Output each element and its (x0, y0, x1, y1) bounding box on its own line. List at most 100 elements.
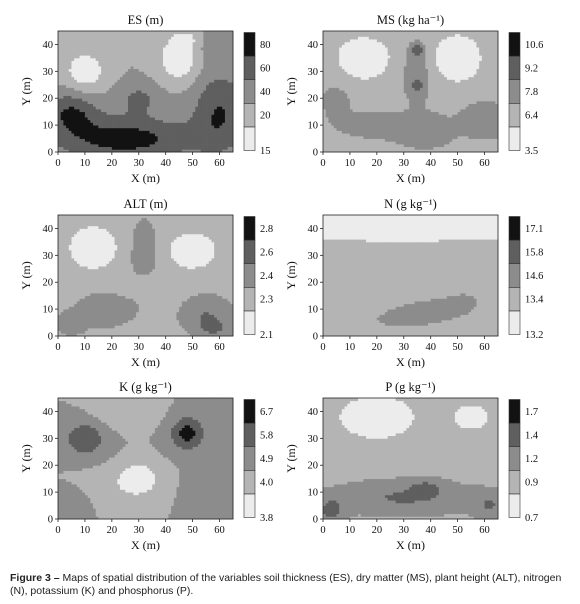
map-cell (82, 36, 86, 40)
map-cell (419, 100, 424, 104)
map-cell (444, 103, 448, 107)
map-cell (187, 41, 191, 45)
map-cell (171, 106, 175, 110)
map-cell (355, 74, 359, 78)
map-cell (417, 92, 421, 96)
map-cell (198, 65, 202, 70)
map-cell (403, 98, 407, 102)
map-cell (468, 98, 472, 102)
map-cell (341, 117, 345, 121)
map-cell (165, 76, 169, 80)
map-cell (195, 52, 199, 56)
map-cell (230, 76, 234, 80)
map-cell (349, 149, 354, 153)
map-cell (468, 68, 472, 72)
map-cell (368, 146, 372, 150)
map-cell (130, 138, 134, 142)
map-cell (184, 84, 188, 88)
map-cell (146, 98, 150, 102)
map-cell (376, 106, 380, 110)
map-cell (187, 119, 191, 123)
map-cell (195, 33, 199, 37)
map-cell (382, 108, 386, 113)
map-cell (489, 111, 494, 115)
map-cell (463, 71, 467, 75)
map-cell (58, 108, 62, 113)
map-cell (122, 100, 126, 104)
map-cell (136, 143, 140, 148)
map-cell (390, 138, 394, 142)
map-cell (214, 92, 218, 96)
map-cell (168, 127, 172, 131)
map-cell (425, 141, 429, 145)
map-cell (195, 135, 199, 139)
map-cell (446, 108, 450, 113)
map-cell (452, 122, 456, 126)
map-cell (111, 117, 115, 121)
map-cell (454, 141, 459, 145)
map-cell (146, 138, 150, 142)
map-cell (179, 146, 183, 150)
map-cell (128, 138, 132, 142)
map-cell (328, 119, 332, 123)
map-cell (444, 133, 448, 137)
map-cell (390, 133, 394, 137)
map-cell (436, 135, 440, 139)
map-cell (82, 103, 86, 107)
map-cell (138, 49, 142, 53)
map-cell (109, 39, 113, 43)
map-cell (111, 143, 115, 148)
map-cell (187, 117, 191, 121)
map-cell (198, 133, 202, 137)
x-axis-label: X (m) (131, 171, 160, 185)
map-cell (136, 68, 140, 72)
map-cell (360, 65, 364, 70)
map-cell (74, 130, 78, 134)
map-cell (341, 84, 345, 88)
map-cell (168, 146, 172, 150)
map-cell (349, 84, 354, 88)
map-cell (371, 92, 375, 96)
map-cell (419, 98, 424, 102)
map-cell (325, 95, 329, 99)
map-cell (109, 52, 113, 56)
map-cell (66, 71, 70, 75)
map-cell (366, 143, 370, 148)
map-cell (436, 76, 440, 80)
map-cell (393, 98, 397, 102)
map-cell (130, 47, 134, 51)
map-cell (479, 79, 483, 83)
map-cell (125, 146, 129, 150)
map-cell (395, 117, 399, 121)
map-cell (163, 60, 167, 64)
map-cell (222, 127, 226, 131)
map-cell (82, 49, 86, 53)
map-cell (457, 146, 461, 150)
map-cell (128, 119, 132, 123)
map-cell (111, 55, 115, 59)
map-cell (492, 79, 496, 83)
map-cell (84, 87, 89, 91)
map-cell (68, 63, 72, 67)
map-cell (163, 95, 167, 99)
map-cell (479, 68, 483, 72)
map-cell (160, 74, 164, 78)
map-cell (430, 98, 434, 102)
map-cell (163, 127, 167, 131)
map-cell (331, 111, 335, 115)
map-cell (454, 130, 459, 134)
map-cell (133, 133, 137, 137)
map-cell (60, 55, 64, 59)
map-cell (476, 122, 480, 126)
map-cell (384, 95, 389, 99)
map-cell (363, 149, 367, 153)
map-cell (479, 114, 483, 118)
map-cell (438, 130, 442, 134)
map-cell (114, 100, 118, 104)
map-cell (111, 39, 115, 43)
map-cell (93, 141, 97, 145)
map-cell (495, 82, 499, 86)
map-cell (176, 149, 180, 153)
map-cell (200, 127, 204, 131)
map-cell (198, 84, 202, 88)
